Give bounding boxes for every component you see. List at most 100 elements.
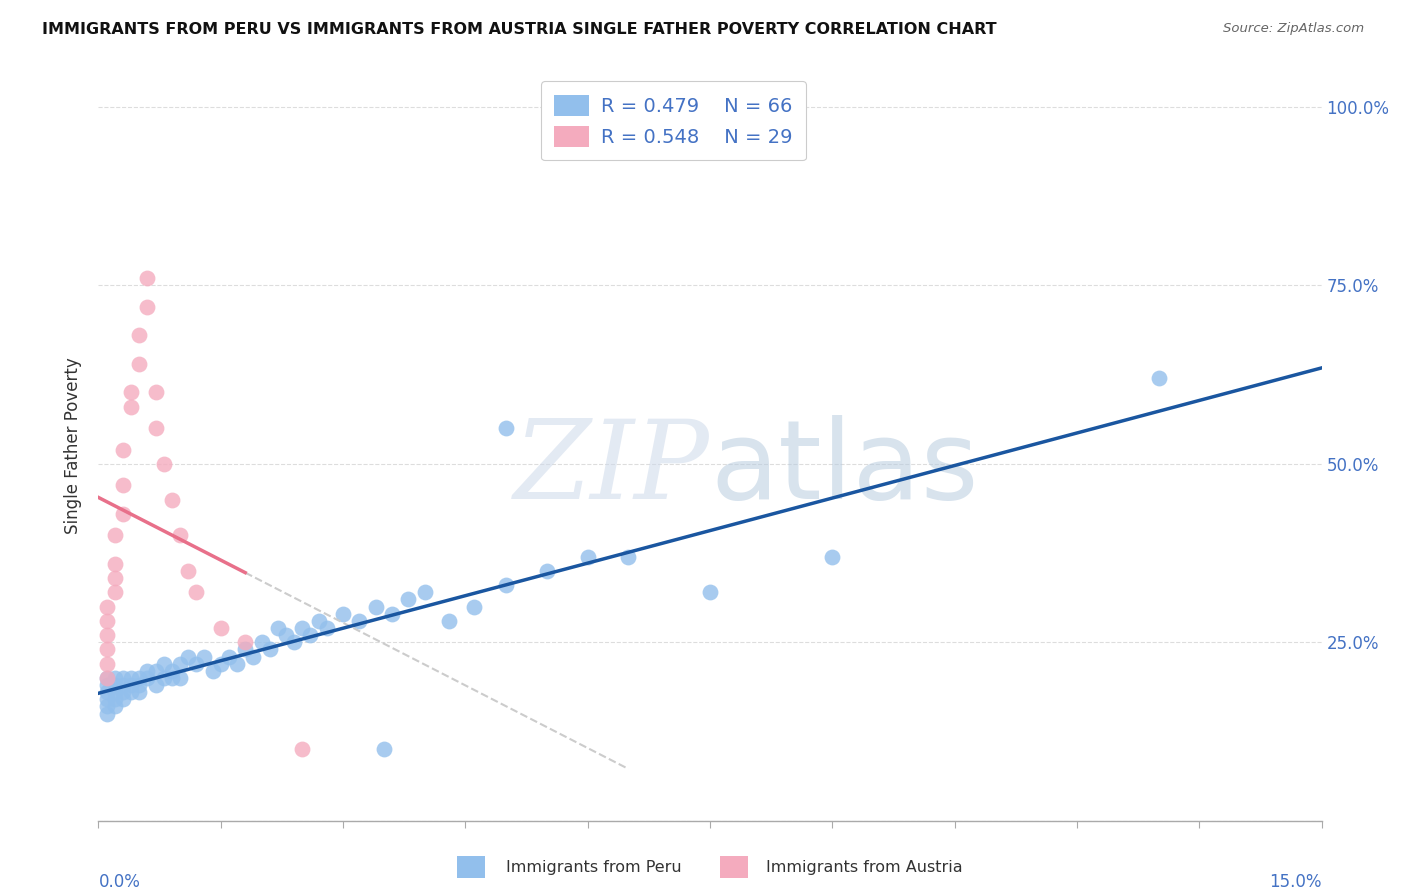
Point xyxy=(96,671,118,685)
Point xyxy=(291,621,314,635)
Point xyxy=(120,671,142,685)
Point xyxy=(104,671,127,685)
Point xyxy=(186,657,208,671)
Point xyxy=(96,628,118,642)
Text: Immigrants from Peru: Immigrants from Peru xyxy=(506,861,682,875)
Point xyxy=(349,614,371,628)
Point xyxy=(381,607,404,621)
Point xyxy=(209,657,232,671)
Point xyxy=(274,628,297,642)
Point xyxy=(193,649,215,664)
Text: IMMIGRANTS FROM PERU VS IMMIGRANTS FROM AUSTRIA SINGLE FATHER POVERTY CORRELATIO: IMMIGRANTS FROM PERU VS IMMIGRANTS FROM … xyxy=(42,22,997,37)
Point xyxy=(111,478,134,492)
Point xyxy=(267,621,290,635)
Point xyxy=(111,507,134,521)
Point xyxy=(160,671,183,685)
Point xyxy=(536,564,558,578)
Point xyxy=(136,300,159,314)
Point xyxy=(96,614,118,628)
Point xyxy=(242,649,264,664)
Text: 15.0%: 15.0% xyxy=(1270,873,1322,891)
Point xyxy=(120,385,142,400)
Point xyxy=(169,657,191,671)
Point xyxy=(96,671,118,685)
Point xyxy=(96,657,118,671)
Point xyxy=(291,742,314,756)
Point xyxy=(152,657,174,671)
Point xyxy=(120,678,142,692)
Point xyxy=(136,271,159,285)
Point xyxy=(250,635,273,649)
Point xyxy=(136,671,159,685)
Text: Immigrants from Austria: Immigrants from Austria xyxy=(766,861,963,875)
Point xyxy=(104,571,127,585)
Point xyxy=(145,678,167,692)
Point xyxy=(495,578,517,592)
Point xyxy=(169,671,191,685)
Point xyxy=(136,664,159,678)
Point xyxy=(104,678,127,692)
Point xyxy=(111,685,134,699)
Point xyxy=(617,549,640,564)
Point xyxy=(299,628,322,642)
Point xyxy=(111,442,134,457)
Point xyxy=(821,549,844,564)
Point xyxy=(145,385,167,400)
Point xyxy=(259,642,281,657)
Point xyxy=(96,678,118,692)
Point xyxy=(152,671,174,685)
Text: 0.0%: 0.0% xyxy=(98,873,141,891)
Point xyxy=(104,585,127,599)
Point xyxy=(128,678,150,692)
Point xyxy=(177,564,200,578)
Point xyxy=(111,671,134,685)
Point xyxy=(332,607,354,621)
Point xyxy=(699,585,721,599)
Point xyxy=(209,621,232,635)
Point xyxy=(233,642,256,657)
Point xyxy=(315,621,337,635)
Point xyxy=(186,585,208,599)
Point xyxy=(308,614,330,628)
Point xyxy=(128,671,150,685)
Point xyxy=(463,599,485,614)
Point xyxy=(218,649,240,664)
Legend: R = 0.479    N = 66, R = 0.548    N = 29: R = 0.479 N = 66, R = 0.548 N = 29 xyxy=(541,81,806,161)
Point xyxy=(111,692,134,706)
Point xyxy=(96,699,118,714)
Point xyxy=(104,692,127,706)
Point xyxy=(128,328,150,343)
Point xyxy=(145,421,167,435)
Point xyxy=(96,642,118,657)
Point xyxy=(373,742,395,756)
Point xyxy=(160,664,183,678)
Point xyxy=(396,592,419,607)
Y-axis label: Single Father Poverty: Single Father Poverty xyxy=(65,358,83,534)
Text: atlas: atlas xyxy=(710,415,979,522)
Point xyxy=(104,557,127,571)
Point xyxy=(283,635,305,649)
Point xyxy=(104,685,127,699)
Point xyxy=(233,635,256,649)
Point xyxy=(152,457,174,471)
Point xyxy=(201,664,224,678)
Point xyxy=(169,528,191,542)
Point xyxy=(145,664,167,678)
Point xyxy=(128,685,150,699)
Point xyxy=(160,492,183,507)
Text: ZIP: ZIP xyxy=(515,415,710,522)
Point xyxy=(104,528,127,542)
Point xyxy=(128,357,150,371)
Point xyxy=(96,599,118,614)
Point xyxy=(364,599,387,614)
Text: Source: ZipAtlas.com: Source: ZipAtlas.com xyxy=(1223,22,1364,36)
Point xyxy=(120,400,142,414)
Point xyxy=(226,657,249,671)
Point xyxy=(495,421,517,435)
Point xyxy=(96,685,118,699)
Point xyxy=(1147,371,1170,385)
Point xyxy=(111,678,134,692)
Point xyxy=(437,614,460,628)
Point xyxy=(104,699,127,714)
Point xyxy=(576,549,599,564)
